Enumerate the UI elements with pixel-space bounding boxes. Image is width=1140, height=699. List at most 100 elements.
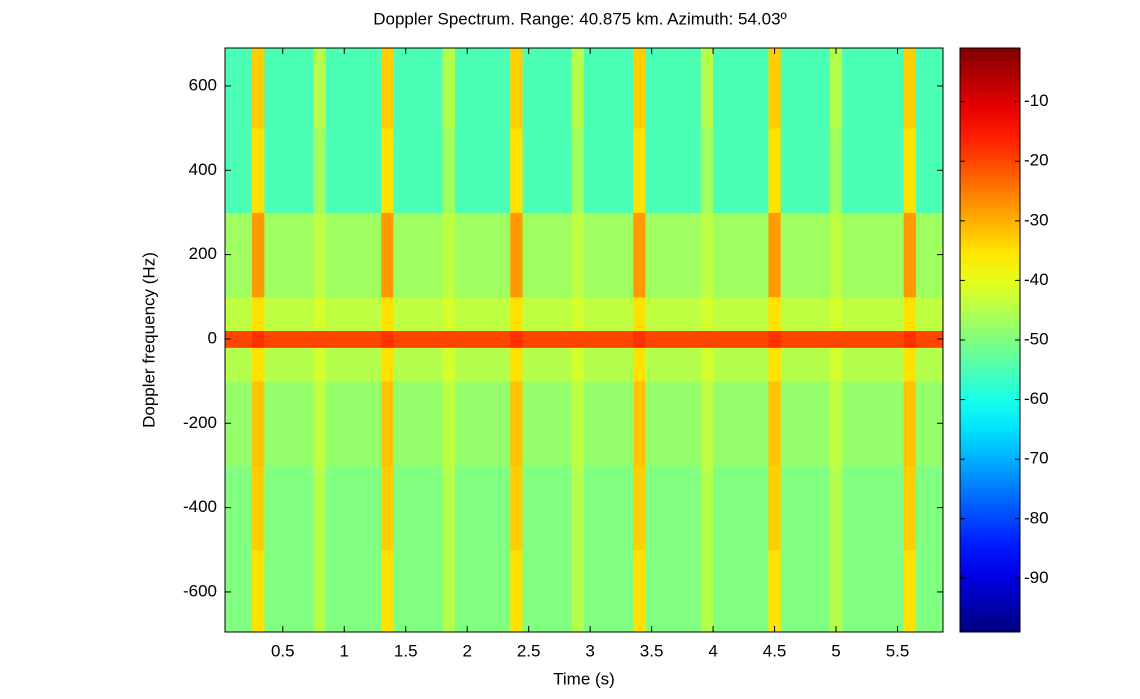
heat-cell: [842, 347, 905, 382]
colorbar-tick-label: -70: [1024, 449, 1049, 468]
x-tick-label: 4: [708, 641, 717, 660]
x-tick-label: 0.5: [271, 641, 295, 660]
colorbar: [959, 47, 1021, 633]
heat-cell: [903, 381, 917, 466]
heat-cell: [510, 465, 524, 551]
heat-cell: [264, 347, 315, 382]
heat-cell: [584, 465, 634, 551]
heat-cell: [829, 48, 843, 129]
heat-cell: [510, 549, 524, 633]
heat-cell: [700, 212, 714, 298]
heat-cell: [645, 212, 702, 298]
heat-cell: [325, 48, 382, 129]
heat-cell: [633, 465, 646, 551]
heat-cell: [225, 347, 253, 382]
heat-cell: [225, 330, 253, 348]
heat-cell: [780, 212, 831, 298]
axes: 0.5 1 1.5 2 2.5 3 3.5 4 4.5 5 5.5 -600 -400 -200 0 200 4…: [183, 47, 1049, 660]
heat-cell: [442, 549, 456, 633]
heat-cell: [713, 330, 769, 348]
heat-cell: [633, 381, 646, 466]
heat-cell: [381, 381, 394, 466]
heat-cell: [442, 347, 456, 382]
heat-cell: [571, 212, 585, 298]
colorbar-tick-label: -60: [1024, 389, 1049, 408]
heat-cell: [903, 212, 917, 298]
heat-cell: [768, 347, 782, 382]
heat-cell: [903, 465, 917, 551]
heat-cell: [442, 330, 456, 348]
y-tick-label: 200: [189, 244, 217, 263]
heat-cell: [522, 549, 573, 633]
heat-cell: [645, 48, 702, 129]
heat-cell: [381, 347, 394, 382]
heat-cell: [522, 296, 573, 332]
heat-cell: [633, 128, 646, 213]
heat-cell: [252, 347, 265, 382]
heat-cell: [510, 296, 524, 332]
x-tick-label: 2.5: [517, 641, 541, 660]
heat-cell: [829, 212, 843, 298]
heat-cell: [393, 128, 444, 213]
heat-cell: [522, 381, 573, 466]
heat-cell: [645, 296, 702, 332]
heat-cell: [829, 128, 843, 213]
heat-cell: [700, 465, 714, 551]
y-tick-label: -600: [183, 581, 217, 600]
heat-cell: [393, 48, 444, 129]
heat-cell: [522, 48, 573, 129]
heat-cell: [522, 128, 573, 213]
heat-cell: [780, 48, 831, 129]
heat-cell: [768, 330, 782, 348]
x-tick-label: 5.5: [886, 641, 910, 660]
heat-cell: [393, 212, 444, 298]
heat-cell: [442, 48, 456, 129]
x-tick-label: 1: [340, 641, 349, 660]
heat-cell: [584, 128, 634, 213]
heat-cell: [325, 465, 382, 551]
heat-cell: [713, 465, 769, 551]
plot-frame: [224, 47, 944, 633]
heat-cell: [633, 212, 646, 298]
colorbar-tick-label: -90: [1024, 568, 1049, 587]
heat-cell: [915, 330, 944, 348]
heat-cell: [584, 347, 634, 382]
heat-cell: [454, 465, 511, 551]
heat-cell: [571, 381, 585, 466]
heat-cell: [381, 296, 394, 332]
heat-cell: [393, 465, 444, 551]
heat-cell: [768, 296, 782, 332]
heat-cell: [393, 549, 444, 633]
heat-cell: [829, 465, 843, 551]
heat-cell: [584, 296, 634, 332]
colorbar-tick-label: -40: [1024, 270, 1049, 289]
heat-cell: [264, 212, 315, 298]
heat-cell: [252, 296, 265, 332]
heat-cell: [442, 128, 456, 213]
x-tick-label: 1.5: [394, 641, 418, 660]
heat-cell: [768, 212, 782, 298]
heat-cell: [842, 465, 905, 551]
heat-cell: [915, 347, 944, 382]
y-tick-label: 400: [189, 160, 217, 179]
heat-cell: [903, 48, 917, 129]
heat-cell: [780, 549, 831, 633]
heat-cell: [829, 347, 843, 382]
heat-cell: [252, 48, 265, 129]
heat-cell: [571, 296, 585, 332]
heat-cell: [780, 128, 831, 213]
heat-cell: [645, 381, 702, 466]
heat-cell: [842, 48, 905, 129]
heat-cell: [442, 296, 456, 332]
heat-cell: [313, 549, 327, 633]
heat-cell: [454, 330, 511, 348]
heat-cell: [325, 549, 382, 633]
heat-cell: [780, 330, 831, 348]
heat-cell: [313, 465, 327, 551]
heat-cell: [700, 128, 714, 213]
heat-cell: [454, 128, 511, 213]
heat-cell: [522, 330, 573, 348]
heat-cell: [313, 212, 327, 298]
